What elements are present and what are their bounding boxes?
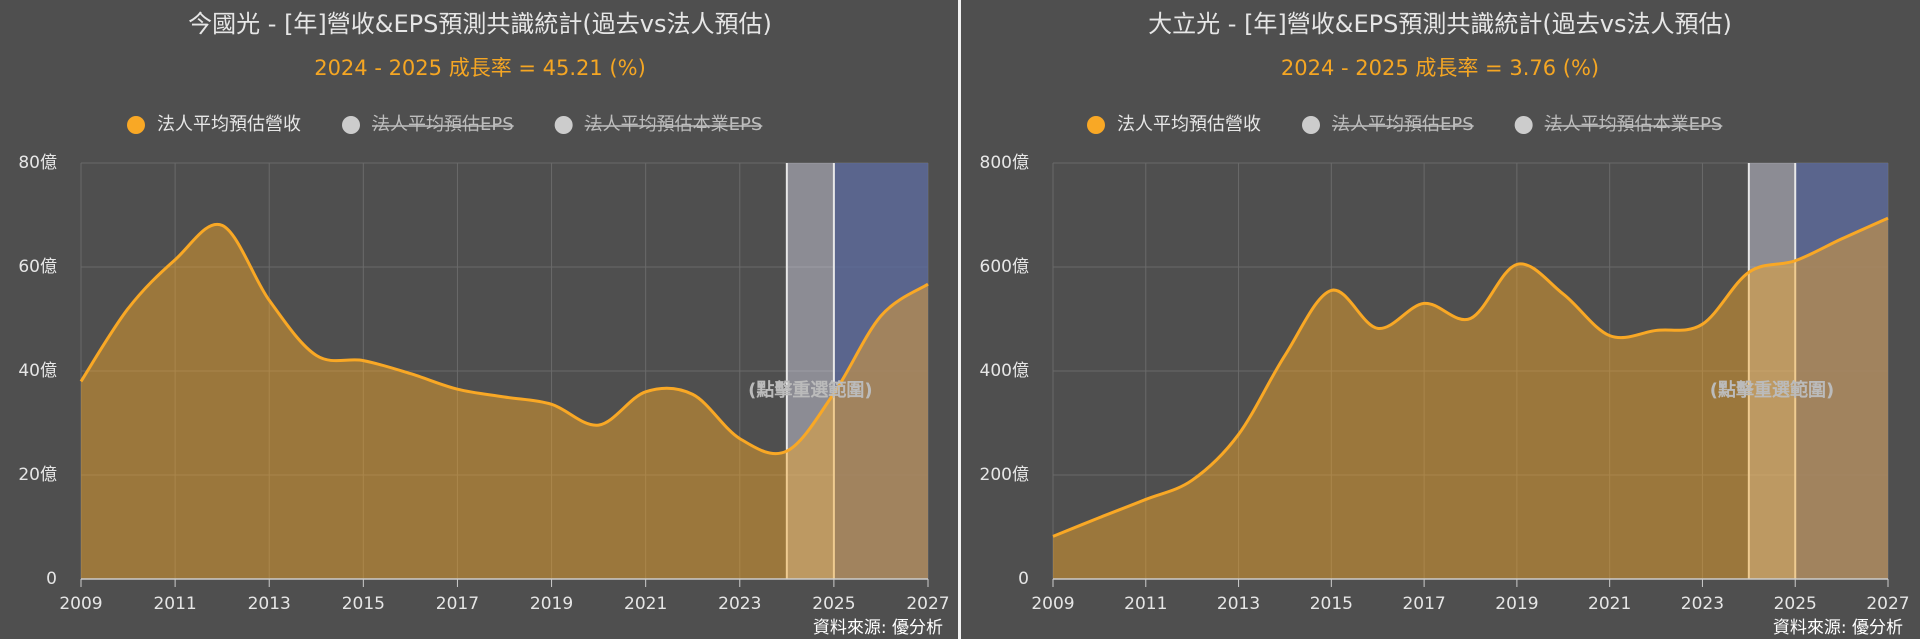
x-tick-label: 2025 xyxy=(1774,594,1817,614)
x-tick-label: 2019 xyxy=(530,594,573,614)
legend-label[interactable]: 法人平均預估EPS xyxy=(372,114,514,135)
legend-label[interactable]: 法人平均預估本業EPS xyxy=(1545,114,1723,135)
y-tick-label: 200億 xyxy=(980,465,1029,485)
y-tick-label: 80億 xyxy=(18,153,57,173)
x-tick-label: 2011 xyxy=(1124,594,1167,614)
legend-marker[interactable] xyxy=(554,116,573,134)
x-tick-label: 2009 xyxy=(59,594,102,614)
legend-marker[interactable] xyxy=(1514,116,1533,134)
area xyxy=(1053,218,1888,579)
y-tick-label: 400億 xyxy=(980,361,1029,381)
x-tick-label: 2017 xyxy=(436,594,479,614)
x-tick-label: 2027 xyxy=(1866,594,1909,614)
source: 資料來源: 優分析 xyxy=(1773,618,1903,638)
x-tick-label: 2023 xyxy=(718,594,761,614)
line xyxy=(79,222,929,456)
y-tick-label: 40億 xyxy=(18,361,57,381)
y-tick-label: 0 xyxy=(1018,569,1029,589)
highlight-band[interactable] xyxy=(786,163,834,579)
separator xyxy=(958,0,961,639)
x-tick-label: 2015 xyxy=(342,594,385,614)
x-tick-label: 2013 xyxy=(248,594,291,614)
y-tick-label: 20億 xyxy=(18,465,57,485)
chart-title: 大立光 - [年]營收&EPS預測共識統計(過去vs法人預估) xyxy=(1148,10,1732,38)
legend-marker[interactable] xyxy=(127,116,145,134)
legend-marker[interactable] xyxy=(1087,116,1105,134)
annotation[interactable]: (點擊重選範圍) xyxy=(1710,379,1834,401)
x-tick-label: 2027 xyxy=(906,594,949,614)
highlight-band[interactable] xyxy=(1748,163,1796,579)
highlight-band[interactable] xyxy=(833,163,928,579)
legend-label[interactable]: 法人平均預估本業EPS xyxy=(585,114,763,135)
chart-title: 今國光 - [年]營收&EPS預測共識統計(過去vs法人預估) xyxy=(188,10,772,38)
legend-marker[interactable] xyxy=(1302,116,1320,134)
area xyxy=(81,224,928,580)
y-tick-label: 60億 xyxy=(18,257,57,277)
x-tick-label: 2023 xyxy=(1681,594,1724,614)
x-tick-label: 2025 xyxy=(812,594,855,614)
legend-label[interactable]: 法人平均預估營收 xyxy=(157,114,301,135)
chart-subtitle: 2024 - 2025 成長率 = 3.76 (%) xyxy=(1281,56,1599,80)
legend-marker[interactable] xyxy=(342,116,360,134)
legend-label[interactable]: 法人平均預估營收 xyxy=(1117,114,1261,135)
chart-panel: 大立光 - [年]營收&EPS預測共識統計(過去vs法人預估) 2024 - 20… xyxy=(980,10,1910,638)
y-tick-label: 800億 xyxy=(980,153,1029,173)
x-tick-label: 2015 xyxy=(1310,594,1353,614)
x-tick-label: 2019 xyxy=(1495,594,1538,614)
x-tick-label: 2013 xyxy=(1217,594,1260,614)
chart-subtitle: 2024 - 2025 成長率 = 45.21 (%) xyxy=(314,56,646,80)
legend-label[interactable]: 法人平均預估EPS xyxy=(1332,114,1474,135)
annotation[interactable]: (點擊重選範圍) xyxy=(748,379,872,401)
y-tick-label: 600億 xyxy=(980,257,1029,277)
x-tick-label: 2021 xyxy=(624,594,667,614)
x-tick-label: 2021 xyxy=(1588,594,1631,614)
line xyxy=(1052,216,1889,538)
highlight-band[interactable] xyxy=(1795,163,1888,579)
chart-panel: 今國光 - [年]營收&EPS預測共識統計(過去vs法人預估) 2024 - 20… xyxy=(18,10,949,638)
y-tick-label: 0 xyxy=(46,569,57,589)
x-tick-label: 2011 xyxy=(153,594,196,614)
source: 資料來源: 優分析 xyxy=(813,618,943,638)
x-tick-label: 2009 xyxy=(1031,594,1074,614)
x-tick-label: 2017 xyxy=(1402,594,1445,614)
